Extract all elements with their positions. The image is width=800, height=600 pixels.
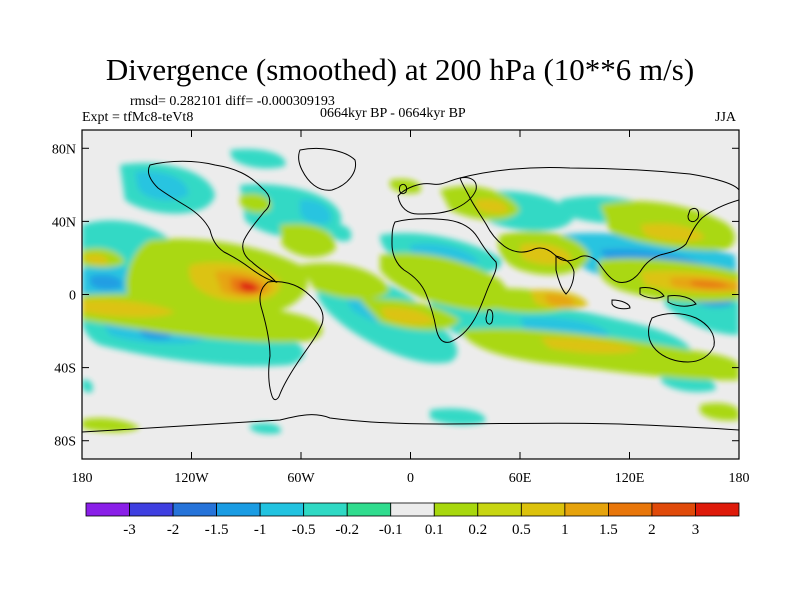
field-region — [90, 274, 123, 290]
lon-tick-label: 60W — [287, 471, 315, 486]
colorbar-swatch — [477, 502, 522, 517]
antarctica-outline — [82, 414, 739, 433]
field-region — [250, 423, 281, 435]
field-region — [520, 243, 572, 265]
period-label: 0664kyr BP - 0664kyr BP — [320, 106, 466, 121]
colorbar-label: 0.5 — [512, 522, 531, 538]
field-region — [380, 307, 435, 325]
greenland-outline — [298, 147, 357, 191]
latitude-ticks: 80N 40N 0 40S 80S — [52, 142, 739, 450]
lon-tick-label: 120E — [615, 471, 645, 486]
lon-tick-label: 0 — [407, 471, 414, 486]
colorbar-swatch — [608, 502, 653, 517]
lat-tick-label: 0 — [69, 289, 76, 304]
colorbar-label: -3 — [123, 522, 136, 538]
colorbar-swatch — [129, 502, 174, 517]
stats-label: rmsd= 0.282101 diff= -0.000309193 — [130, 94, 335, 109]
colorbar-swatch — [564, 502, 609, 517]
colorbar-label: -0.1 — [379, 522, 403, 538]
lon-tick-label: 120W — [174, 471, 209, 486]
field-region — [300, 262, 390, 300]
longitude-ticks: 180 120W 60W 0 60E 120E 180 — [72, 130, 750, 486]
colorbar-swatch — [390, 502, 435, 517]
colorbar-swatch — [172, 502, 217, 517]
colorbar-label: -1 — [254, 522, 267, 538]
colorbar-swatch — [520, 502, 566, 517]
colorbar-label: 2 — [648, 522, 656, 538]
colorbar-swatch — [303, 502, 348, 517]
north-america-outline — [147, 160, 278, 283]
field-region — [540, 337, 640, 354]
colorbar-label: 3 — [692, 522, 700, 538]
lon-tick-label: 180 — [729, 471, 750, 486]
field-region — [330, 224, 352, 242]
lat-tick-label: 80S — [54, 435, 76, 450]
colorbar-swatch — [85, 502, 130, 517]
field-region — [82, 417, 140, 433]
colorbar-swatch — [216, 502, 261, 517]
field-region — [700, 402, 739, 421]
africa-outline — [391, 218, 497, 343]
field-region — [690, 280, 730, 288]
field-region — [475, 198, 509, 214]
south-america-outline — [259, 281, 324, 401]
colorbar-label: 1.5 — [599, 522, 618, 538]
lon-tick-label: 180 — [72, 471, 93, 486]
field-region — [135, 171, 189, 201]
colorbar-label: 0.1 — [425, 522, 444, 538]
map-title: Divergence (smoothed) at 200 hPa (10**6 … — [105, 52, 695, 87]
field-region — [82, 379, 93, 393]
divergence-field — [82, 148, 739, 435]
field-region — [240, 281, 258, 292]
colorbar-label: 0.2 — [468, 522, 487, 538]
colorbar-label: 1 — [561, 522, 569, 538]
colorbar-swatch — [259, 502, 305, 517]
colorbar-swatch — [433, 502, 479, 517]
field-region — [280, 223, 336, 258]
europe-outline — [397, 177, 477, 215]
colorbar-label: -2 — [167, 522, 180, 538]
lat-tick-label: 40N — [52, 215, 76, 230]
field-region — [240, 193, 271, 213]
field-region — [82, 299, 175, 318]
colorbar-swatch — [651, 502, 696, 517]
uk-outline — [399, 183, 407, 195]
maritime-continent-outline — [611, 287, 697, 310]
field-region — [300, 199, 331, 225]
asia-outline — [459, 166, 739, 283]
colorbar-label: -0.5 — [292, 522, 316, 538]
australia-outline — [648, 313, 715, 363]
japan-outline — [687, 207, 699, 223]
colorbar: -3 -2 -1.5 -1 -0.5 -0.2 -0.1 0.1 0.2 0.5 1 1.5 2 3 — [85, 502, 740, 538]
lat-tick-label: 40S — [54, 362, 76, 377]
field-region — [430, 408, 486, 425]
lat-tick-label: 80N — [52, 142, 76, 157]
lon-tick-label: 60E — [509, 471, 532, 486]
experiment-label: Expt = tfMc8-teVt8 — [82, 110, 194, 125]
colorbar-label: -1.5 — [205, 522, 229, 538]
continent-outlines — [82, 147, 739, 433]
madagascar-outline — [485, 309, 494, 325]
field-region — [380, 252, 509, 311]
field-region — [460, 328, 739, 381]
field-region — [545, 293, 575, 306]
colorbar-swatch — [695, 502, 740, 517]
colorbar-label: -0.2 — [335, 522, 359, 538]
colorbar-swatch — [346, 502, 392, 517]
field-region — [230, 148, 286, 169]
indian-peninsula-outline — [555, 255, 575, 295]
map-plot-area: 80N 40N 0 40S 80S 180 120W 60W 0 60E 120E 180 — [52, 129, 750, 486]
field-region — [85, 254, 109, 265]
season-label: JJA — [715, 110, 737, 125]
